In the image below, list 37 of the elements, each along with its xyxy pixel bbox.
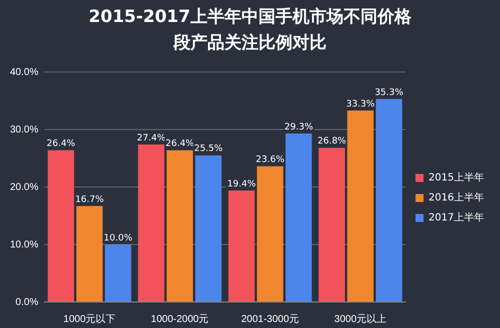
data-label: 26.4%: [166, 139, 195, 150]
data-label: 27.4%: [136, 133, 166, 144]
bar: [318, 148, 345, 302]
bar: [228, 190, 255, 302]
data-label: 10.0%: [104, 233, 133, 244]
bar: [104, 244, 132, 302]
legend-label: 2017上半年: [428, 212, 484, 224]
y-tick-label: 30.0%: [10, 124, 38, 136]
data-label: 16.7%: [75, 194, 104, 205]
legend-label: 2016上半年: [428, 192, 484, 204]
x-tick-label: 3000元以上: [334, 312, 387, 325]
data-label: 29.3%: [284, 122, 314, 132]
bar: [256, 166, 284, 302]
y-tick-label: 40.0%: [10, 66, 38, 78]
y-tick-label: 10.0%: [10, 239, 38, 250]
y-tick-label: 0.0%: [16, 296, 38, 308]
data-label: 33.3%: [346, 99, 376, 110]
bar: [286, 134, 312, 302]
chart-title: 2015-2017上半年中国手机市场不同价格段产品关注比例对比: [88, 6, 412, 55]
data-label: 35.3%: [374, 88, 404, 98]
bar: [138, 144, 164, 302]
bar: [376, 99, 402, 302]
bar: [195, 155, 222, 302]
y-tick-label: 20.0%: [10, 182, 38, 193]
data-label: 26.4%: [46, 139, 76, 150]
x-tick-label: 1000-2000元: [150, 314, 209, 325]
x-tick-label: 1000元以下: [63, 312, 116, 325]
bar: [166, 150, 193, 302]
bar: [48, 150, 74, 302]
legend-label: 2015上半年: [428, 172, 484, 184]
bar: [76, 206, 103, 302]
data-label: 26.8%: [318, 136, 347, 147]
data-label: 19.4%: [227, 179, 256, 190]
x-tick-label: 2001-3000元: [241, 314, 300, 325]
data-label: 23.6%: [256, 155, 285, 166]
data-label: 25.5%: [194, 144, 224, 154]
bar: [347, 110, 374, 302]
